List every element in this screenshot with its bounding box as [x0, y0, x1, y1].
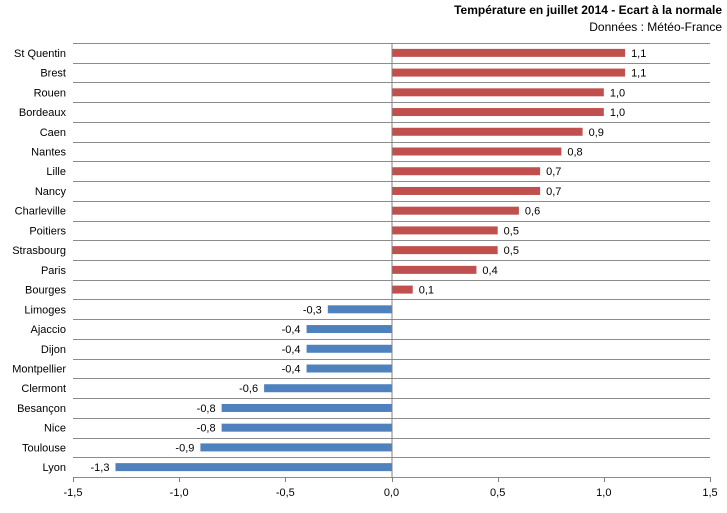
value-label: 0,7 [546, 166, 561, 178]
bar-limoges [327, 305, 392, 314]
category-label: Clermont [21, 383, 66, 395]
value-label: -0,6 [239, 383, 258, 395]
category-label: Besançon [17, 403, 66, 415]
value-label: 0,8 [567, 147, 582, 159]
value-label: -0,4 [282, 344, 301, 356]
value-label: -0,4 [282, 364, 301, 376]
bar-montpellier [306, 364, 392, 373]
value-label: 1,0 [610, 87, 625, 99]
bar-lille [391, 167, 541, 176]
x-tick-label: 0,0 [384, 487, 399, 499]
category-label: Lille [46, 166, 66, 178]
bar-rouen [391, 88, 604, 97]
bar-brest [391, 68, 626, 77]
bar-bordeaux [391, 108, 604, 117]
bar-dijon [306, 344, 392, 353]
x-tick-label: 1,0 [596, 487, 611, 499]
category-label: Bourges [25, 285, 66, 297]
bar-lyon [115, 463, 392, 472]
x-tick-label: -0,5 [276, 487, 295, 499]
category-label: Dijon [41, 344, 66, 356]
category-label: Poitiers [29, 225, 66, 237]
bar-clermont [264, 384, 392, 393]
value-label: 1,1 [631, 48, 646, 60]
bar-paris [391, 265, 477, 274]
value-label: 0,1 [419, 285, 434, 297]
x-tick-label: 0,5 [490, 487, 505, 499]
category-label: Montpellier [12, 364, 66, 376]
bar-st-quentin [391, 48, 626, 57]
category-label: Charleville [15, 206, 66, 218]
category-label: Paris [41, 265, 67, 277]
bar-besan-on [221, 403, 392, 412]
bar-poitiers [391, 226, 498, 235]
bars-layer [115, 48, 626, 472]
value-label: -0,8 [197, 403, 216, 415]
category-label: Nantes [31, 147, 66, 159]
category-label: Lyon [43, 462, 66, 474]
category-label: Nice [44, 423, 66, 435]
value-label: -0,4 [282, 324, 301, 336]
bar-toulouse [200, 443, 392, 452]
category-label: Limoges [24, 304, 66, 316]
chart-title: Température en juillet 2014 - Ecart à la… [454, 3, 722, 17]
value-label: 0,5 [504, 225, 519, 237]
value-label: -0,8 [197, 423, 216, 435]
value-label: 0,7 [546, 186, 561, 198]
value-label: 1,1 [631, 68, 646, 80]
x-tick-label: -1,0 [170, 487, 189, 499]
x-tick-label: -1,5 [64, 487, 83, 499]
value-label: 0,9 [589, 127, 604, 139]
bar-charleville [391, 206, 519, 215]
bar-nantes [391, 147, 562, 156]
axis-layer: -1,5 -1,0 -0,5 0,0 0,5 1,0 1,5 [64, 43, 718, 499]
value-label: 1,0 [610, 107, 625, 119]
labels-layer: St Quentin 1,1 Brest 1,1 Rouen 1,0 Bordeaux 1,0… [12, 48, 646, 474]
category-label: Ajaccio [31, 324, 66, 336]
bar-nancy [391, 186, 541, 195]
category-label: Caen [40, 127, 66, 139]
value-label: -1,3 [90, 462, 109, 474]
category-label: St Quentin [14, 48, 66, 60]
value-label: -0,9 [175, 442, 194, 454]
bar-ajaccio [306, 325, 392, 334]
bar-bourges [391, 285, 413, 294]
category-label: Rouen [34, 87, 66, 99]
category-label: Toulouse [22, 442, 66, 454]
chart-subtitle: Données : Météo-France [589, 20, 722, 34]
value-label: 0,4 [482, 265, 497, 277]
category-label: Bordeaux [19, 107, 67, 119]
category-label: Nancy [35, 186, 67, 198]
category-label: Strasbourg [12, 245, 66, 257]
value-label: 0,6 [525, 206, 540, 218]
category-label: Brest [40, 68, 66, 80]
bar-nice [221, 423, 392, 432]
bar-strasbourg [391, 246, 498, 255]
value-label: 0,5 [504, 245, 519, 257]
x-tick-label: 1,5 [702, 487, 717, 499]
value-label: -0,3 [303, 304, 322, 316]
bar-caen [391, 127, 583, 136]
